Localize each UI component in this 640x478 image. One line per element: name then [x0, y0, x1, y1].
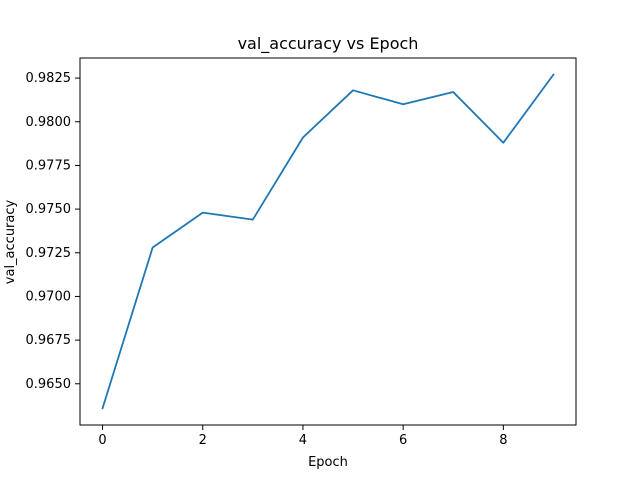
- x-axis-label: Epoch: [308, 455, 348, 470]
- x-tick-label: 4: [299, 433, 307, 448]
- y-tick-label: 0.9800: [26, 115, 72, 130]
- series-line: [101, 73, 555, 410]
- x-tick-label: 0: [98, 433, 106, 448]
- plot-area: [80, 58, 576, 425]
- y-tick-label: 0.9650: [26, 377, 72, 392]
- axis-ticks: 0 2 4 6 8 0.9650 0.9675 0.9700 0.9725 0.9750 0.977…: [26, 71, 508, 448]
- y-tick-label: 0.9725: [26, 246, 72, 261]
- y-tick-label: 0.9675: [26, 333, 72, 348]
- chart-title: val_accuracy vs Epoch: [238, 34, 419, 54]
- x-tick-label: 6: [399, 433, 407, 448]
- x-tick-label: 2: [199, 433, 207, 448]
- axes-frame: [79, 57, 577, 426]
- y-axis-label: val_accuracy: [3, 199, 18, 284]
- y-tick-label: 0.9750: [26, 202, 72, 217]
- y-tick-label: 0.9700: [26, 289, 72, 304]
- x-tick-label: 8: [499, 433, 507, 448]
- y-tick-label: 0.9825: [26, 71, 72, 86]
- y-tick-label: 0.9775: [26, 158, 72, 173]
